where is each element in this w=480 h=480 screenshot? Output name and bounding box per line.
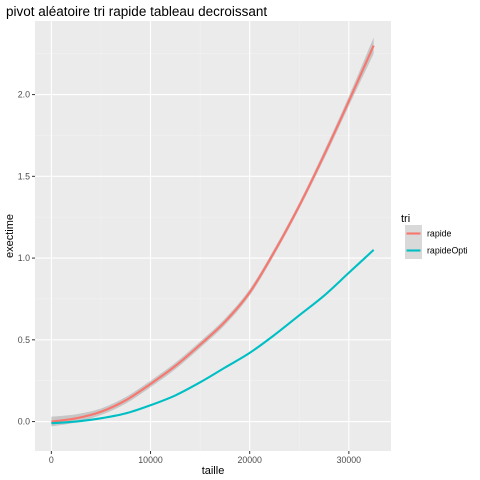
x-tick-label: 10000 <box>138 455 163 465</box>
legend-items: rapide rapideOpti <box>405 225 468 259</box>
y-axis-title: exectime <box>4 214 16 258</box>
line-rapideopti <box>51 249 375 425</box>
x-tick-label: 20000 <box>237 455 262 465</box>
y-tick-label: 1.5 <box>18 171 30 181</box>
line-rapide <box>51 45 375 423</box>
series-lines <box>51 45 375 425</box>
legend-label-rapideopti: rapideOpti <box>427 246 468 256</box>
x-axis: 0 10000 20000 30000 <box>49 451 361 465</box>
legend-title: tri <box>401 213 410 225</box>
plot-panel <box>35 21 391 451</box>
x-axis-title: taille <box>202 465 225 477</box>
x-tick-label: 30000 <box>337 455 362 465</box>
y-axis: 0.0 0.5 1.0 1.5 2.0 <box>18 90 35 427</box>
y-tick-label: 0.5 <box>18 335 30 345</box>
x-tick-label: 0 <box>49 455 54 465</box>
y-tick-label: 0.0 <box>18 417 30 427</box>
grid-major <box>35 21 391 451</box>
y-tick-label: 2.0 <box>18 90 30 100</box>
y-tick-label: 1.0 <box>18 253 30 263</box>
legend: tri rapide rapideOpti <box>401 213 468 259</box>
legend-label-rapide: rapide <box>427 229 452 239</box>
chart-title: pivot aléatoire tri rapide tableau decro… <box>6 4 267 19</box>
grid-minor <box>35 21 391 451</box>
